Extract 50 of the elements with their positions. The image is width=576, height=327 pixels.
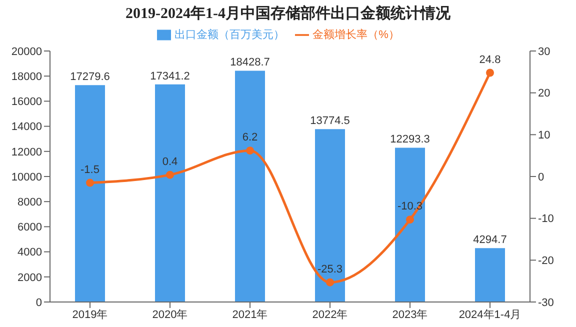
y2-tick-label: 30	[538, 46, 550, 58]
y-tick-label: 8000	[18, 196, 42, 209]
chart-title: 2019-2024年1-4月中国存储部件出口金额统计情况	[124, 4, 452, 23]
data-label: 13774.5	[310, 115, 350, 128]
data-label: 12293.3	[390, 134, 430, 146]
y2-tick-label: -30	[538, 296, 554, 309]
bar	[155, 84, 185, 302]
y2-tick-label: 10	[538, 130, 550, 142]
point	[486, 68, 494, 77]
bar	[235, 70, 265, 302]
data-label: 17279.6	[70, 71, 110, 84]
y-tick-label: 20000	[11, 46, 42, 58]
y-tick-label: 6000	[18, 222, 42, 234]
y-tick-label: 10000	[11, 171, 42, 184]
data-label: 17341.2	[150, 70, 190, 82]
legend-label: 出口金额（百万美元）	[174, 29, 285, 41]
y2-tick-label: -20	[538, 255, 554, 268]
x-tick-label: 2020年	[152, 308, 188, 321]
y-tick-label: 4000	[18, 246, 42, 259]
point	[246, 146, 254, 155]
y-tick-label: 14000	[11, 121, 42, 134]
y2-tick-label: -10	[538, 213, 554, 226]
bar	[395, 148, 425, 302]
point	[406, 216, 414, 224]
bar	[315, 129, 345, 302]
x-tick-label: 2022年	[312, 308, 348, 321]
point	[86, 178, 94, 187]
data-label: -1.5	[80, 164, 100, 176]
point	[326, 278, 334, 286]
x-tick-label: 2021年	[232, 308, 268, 321]
y-tick-label: 2000	[18, 272, 42, 284]
data-label: 0.4	[162, 156, 178, 168]
bar	[475, 248, 505, 302]
point	[166, 170, 174, 179]
data-label: 18428.7	[230, 56, 270, 69]
y-tick-label: 0	[36, 296, 42, 309]
data-label: -25.3	[317, 263, 343, 276]
y-tick-label: 16000	[11, 96, 42, 108]
bar	[75, 85, 105, 302]
y-tick-label: 12000	[11, 146, 42, 158]
data-label: 4294.7	[473, 234, 507, 246]
y-tick-label: 18000	[11, 71, 42, 84]
data-label: 24.8	[479, 54, 501, 66]
x-tick-label: 2019年	[72, 308, 108, 321]
legend-label: 金额增长率（%）	[312, 29, 400, 41]
y2-tick-label: 0	[538, 171, 544, 184]
x-tick-label: 2023年	[392, 308, 428, 321]
y2-tick-label: 20	[538, 88, 550, 100]
x-tick-label: 2024年1-4月	[458, 308, 522, 321]
data-label: 6.2	[242, 132, 258, 144]
